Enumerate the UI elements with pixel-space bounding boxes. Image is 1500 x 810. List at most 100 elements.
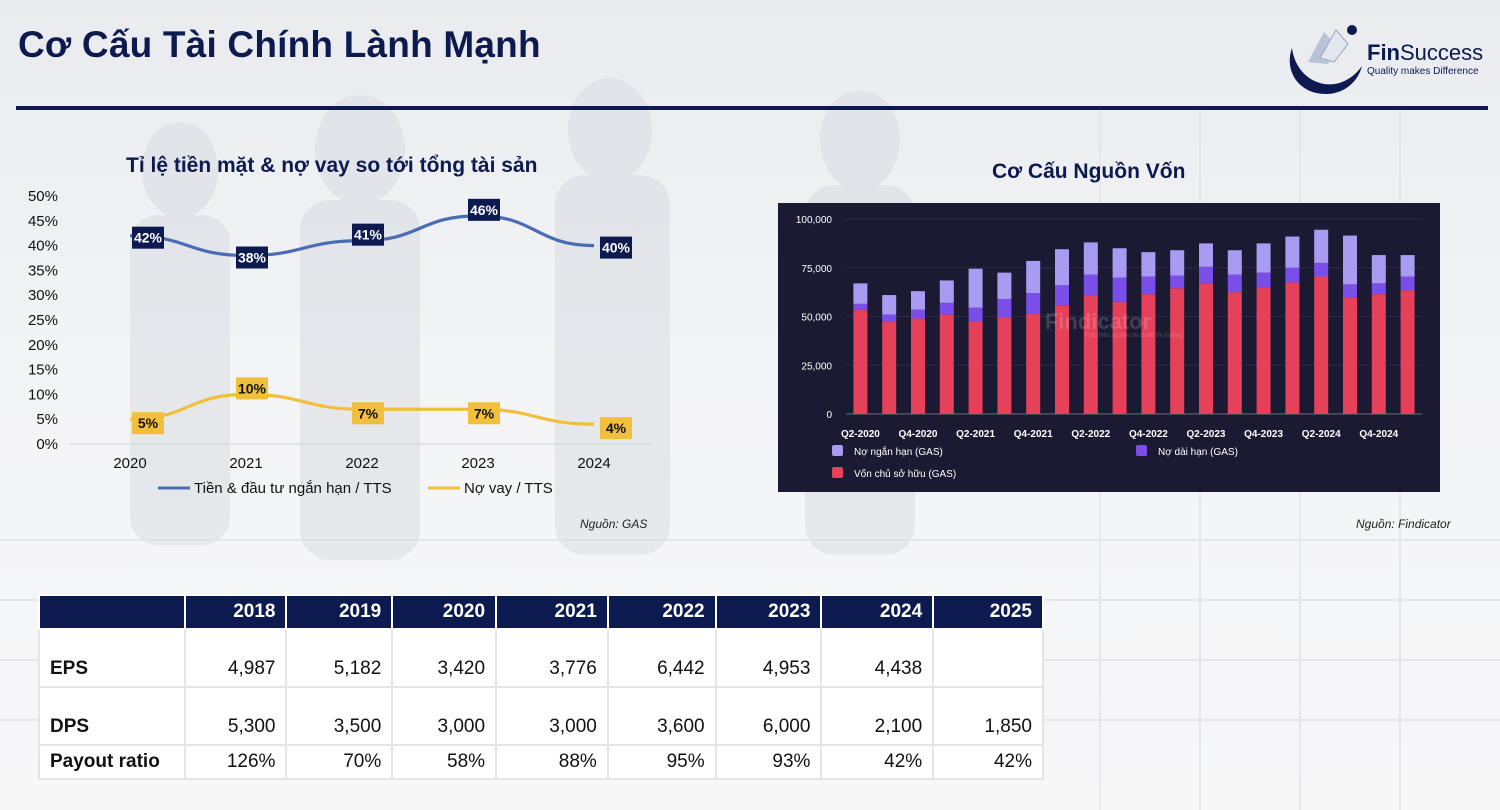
x-tick-label: Q4-2023 — [1244, 429, 1283, 440]
bar-segment-short-term-debt — [1285, 236, 1300, 268]
data-label-box — [132, 226, 164, 249]
bar-segment-equity — [1141, 294, 1156, 414]
table-cell: 3,000 — [391, 686, 498, 746]
bar-segment-short-term-debt — [1055, 249, 1069, 286]
table-cell: 3,000 — [495, 686, 609, 746]
bar-segment-equity — [968, 321, 983, 414]
table-header-cell: 2019 — [285, 594, 394, 630]
bar-segment-equity — [1199, 283, 1213, 414]
bar-segment-long-term-debt — [1026, 293, 1041, 314]
brand-tagline: Quality makes Difference — [1367, 66, 1479, 77]
bar-segment-short-term-debt — [1400, 255, 1415, 277]
watermark: Findicator — [1045, 309, 1152, 334]
bar-segment-short-term-debt — [1227, 250, 1242, 275]
bar-segment-short-term-debt — [1371, 255, 1386, 284]
bar-segment-short-term-debt — [853, 283, 868, 304]
table-cell: 1,850 — [932, 686, 1044, 746]
data-label: 46% — [470, 202, 499, 218]
x-tick-label: Q4-2021 — [1014, 429, 1053, 440]
y-tick-label: 10% — [28, 386, 58, 403]
bar-segment-long-term-debt — [997, 298, 1012, 318]
data-label: 4% — [606, 420, 627, 436]
y-tick-label: 45% — [28, 213, 58, 230]
data-label: 5% — [138, 415, 159, 431]
bar-segment-long-term-debt — [1227, 274, 1242, 293]
table-cell: 6,442 — [606, 628, 717, 688]
data-label: 10% — [238, 380, 267, 396]
table-header-cell: 2020 — [391, 594, 498, 630]
y-tick-label: 0 — [826, 410, 832, 421]
y-tick-label: 40% — [28, 238, 58, 255]
table-cell: 88% — [495, 744, 609, 780]
table-cell: 5,300 — [183, 686, 288, 746]
x-tick-label: Q4-2020 — [899, 429, 938, 440]
table-cell: 3,776 — [495, 628, 609, 688]
y-tick-label: 15% — [28, 362, 58, 379]
bar-segment-short-term-debt — [1343, 235, 1357, 285]
bar-segment-short-term-debt — [939, 280, 954, 303]
table-row-label: DPS — [38, 686, 186, 746]
bar-segment-short-term-debt — [1170, 250, 1185, 276]
data-label-box — [468, 198, 500, 221]
stacked-bar-chart: 0 25,000 50,000 75,000 100,000 Q2-2020 Q4-2020… — [778, 203, 1440, 492]
data-label: 42% — [134, 230, 163, 246]
x-tick-label: Q4-2022 — [1129, 429, 1168, 440]
bar-segment-long-term-debt — [1343, 284, 1357, 298]
table-cell: 2,100 — [820, 686, 935, 746]
bar-segment-equity — [1026, 313, 1041, 414]
y-tick-label: 35% — [28, 262, 58, 279]
table-row: EPS 4,987 5,182 3,420 3,776 6,442 4,953 … — [38, 628, 1044, 688]
bar-segment-short-term-debt — [1141, 252, 1156, 277]
table-cell: 58% — [391, 744, 498, 780]
data-label-box — [352, 402, 384, 425]
y-tick-label: 30% — [28, 287, 58, 304]
y-tick-label: 100,000 — [796, 215, 833, 226]
bar-segment-short-term-debt — [882, 295, 897, 315]
bar-segment-equity — [939, 314, 954, 414]
data-label: 7% — [474, 405, 495, 421]
bar-chart-title: Cơ Cấu Nguồn Vốn — [992, 160, 1186, 183]
data-label: 7% — [358, 405, 379, 421]
legend-swatch — [832, 445, 843, 456]
legend-label: Nợ ngắn hạn (GAS) — [854, 445, 943, 458]
bar-segment-equity — [911, 318, 925, 414]
table-cell — [932, 628, 1044, 688]
table-header-cell: 2018 — [183, 594, 288, 630]
table-row: Payout ratio 126% 70% 58% 88% 95% 93% 42… — [38, 744, 1044, 780]
bar-segment-short-term-debt — [1026, 260, 1041, 294]
page-title: Cơ Cấu Tài Chính Lành Mạnh — [18, 24, 541, 65]
y-tick-label: 50% — [28, 188, 58, 205]
table-row-label: Payout ratio — [38, 744, 186, 780]
bar-segment-long-term-debt — [1314, 262, 1329, 277]
financials-table: 2018 2019 2020 2021 2022 2023 2024 2025 … — [38, 594, 1044, 780]
table-cell: 42% — [820, 744, 935, 780]
table-row-label: EPS — [38, 628, 186, 688]
legend-swatch — [832, 467, 843, 478]
bar-segment-short-term-debt — [968, 268, 983, 308]
bar-segment-short-term-debt — [1314, 229, 1329, 263]
data-label-box — [236, 377, 268, 400]
table-row: DPS 5,300 3,500 3,000 3,000 3,600 6,000 … — [38, 686, 1044, 746]
x-tick-label: 2021 — [229, 455, 262, 472]
bar-chart-source: Nguồn: Findicator — [1356, 517, 1451, 531]
bar-segment-long-term-debt — [882, 314, 897, 322]
bar-segment-equity — [1400, 290, 1415, 414]
bar-segment-long-term-debt — [1170, 275, 1185, 289]
bar-segment-short-term-debt — [1083, 242, 1098, 275]
bar-segment-long-term-debt — [1083, 274, 1098, 296]
bar-segment-equity — [882, 321, 897, 414]
table-header-row: 2018 2019 2020 2021 2022 2023 2024 2025 — [38, 594, 1044, 630]
title-divider — [16, 106, 1488, 110]
table-cell: 42% — [932, 744, 1044, 780]
table-cell: 3,500 — [285, 686, 394, 746]
table-header-cell: 2023 — [714, 594, 823, 630]
legend-label: Vốn chủ sở hữu (GAS) — [854, 468, 956, 480]
x-tick-label: Q2-2020 — [841, 429, 880, 440]
x-tick-label: Q2-2023 — [1187, 429, 1226, 440]
table-cell: 93% — [714, 744, 823, 780]
bar-segment-equity — [1285, 282, 1300, 414]
x-tick-label: Q2-2022 — [1071, 429, 1110, 440]
table-cell: 126% — [183, 744, 288, 780]
table-cell: 95% — [606, 744, 717, 780]
bar-segment-short-term-debt — [1112, 248, 1127, 278]
